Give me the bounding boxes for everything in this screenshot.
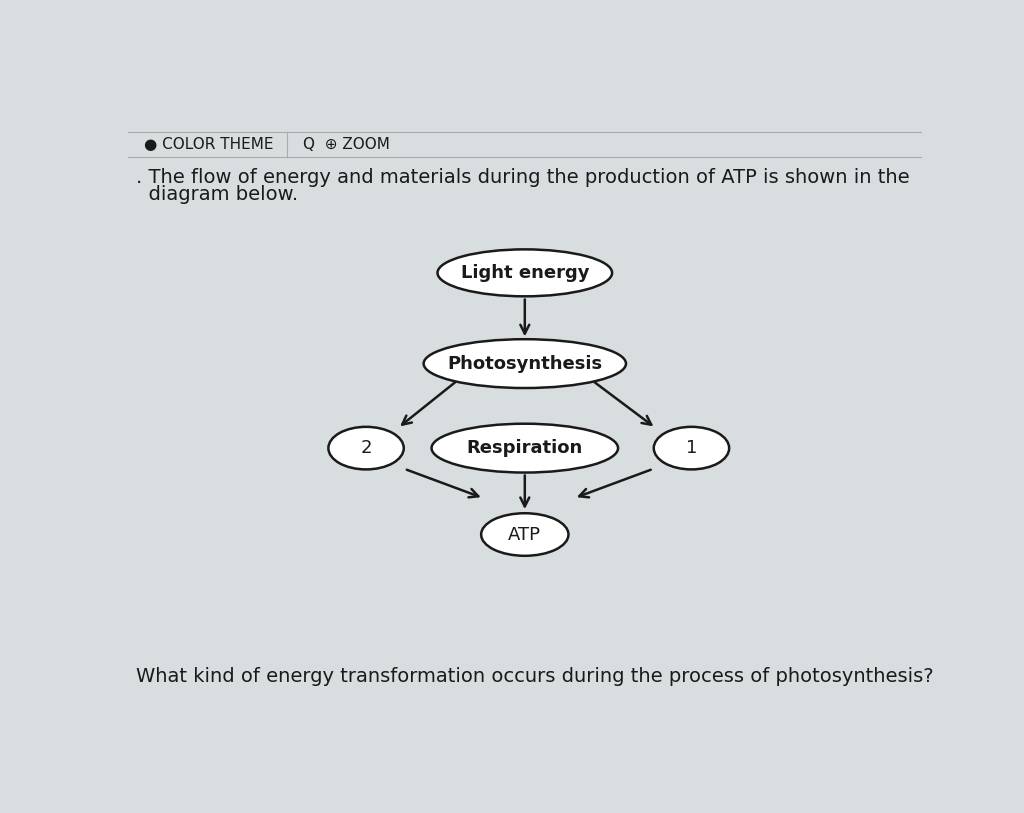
Text: ATP: ATP [508,525,542,544]
Ellipse shape [424,339,626,388]
Ellipse shape [437,250,612,296]
Text: What kind of energy transformation occurs during the process of photosynthesis?: What kind of energy transformation occur… [136,667,934,686]
Text: Photosynthesis: Photosynthesis [447,354,602,372]
Text: Light energy: Light energy [461,264,589,282]
Text: 2: 2 [360,439,372,457]
Text: . The flow of energy and materials during the production of ATP is shown in the: . The flow of energy and materials durin… [136,167,909,186]
Text: 1: 1 [686,439,697,457]
Text: diagram below.: diagram below. [136,185,298,204]
Ellipse shape [431,424,618,472]
Text: ● COLOR THEME: ● COLOR THEME [143,137,273,152]
Ellipse shape [653,427,729,469]
Ellipse shape [329,427,403,469]
Text: Respiration: Respiration [467,439,583,457]
Ellipse shape [481,513,568,556]
Text: Q  ⊕ ZOOM: Q ⊕ ZOOM [303,137,389,152]
